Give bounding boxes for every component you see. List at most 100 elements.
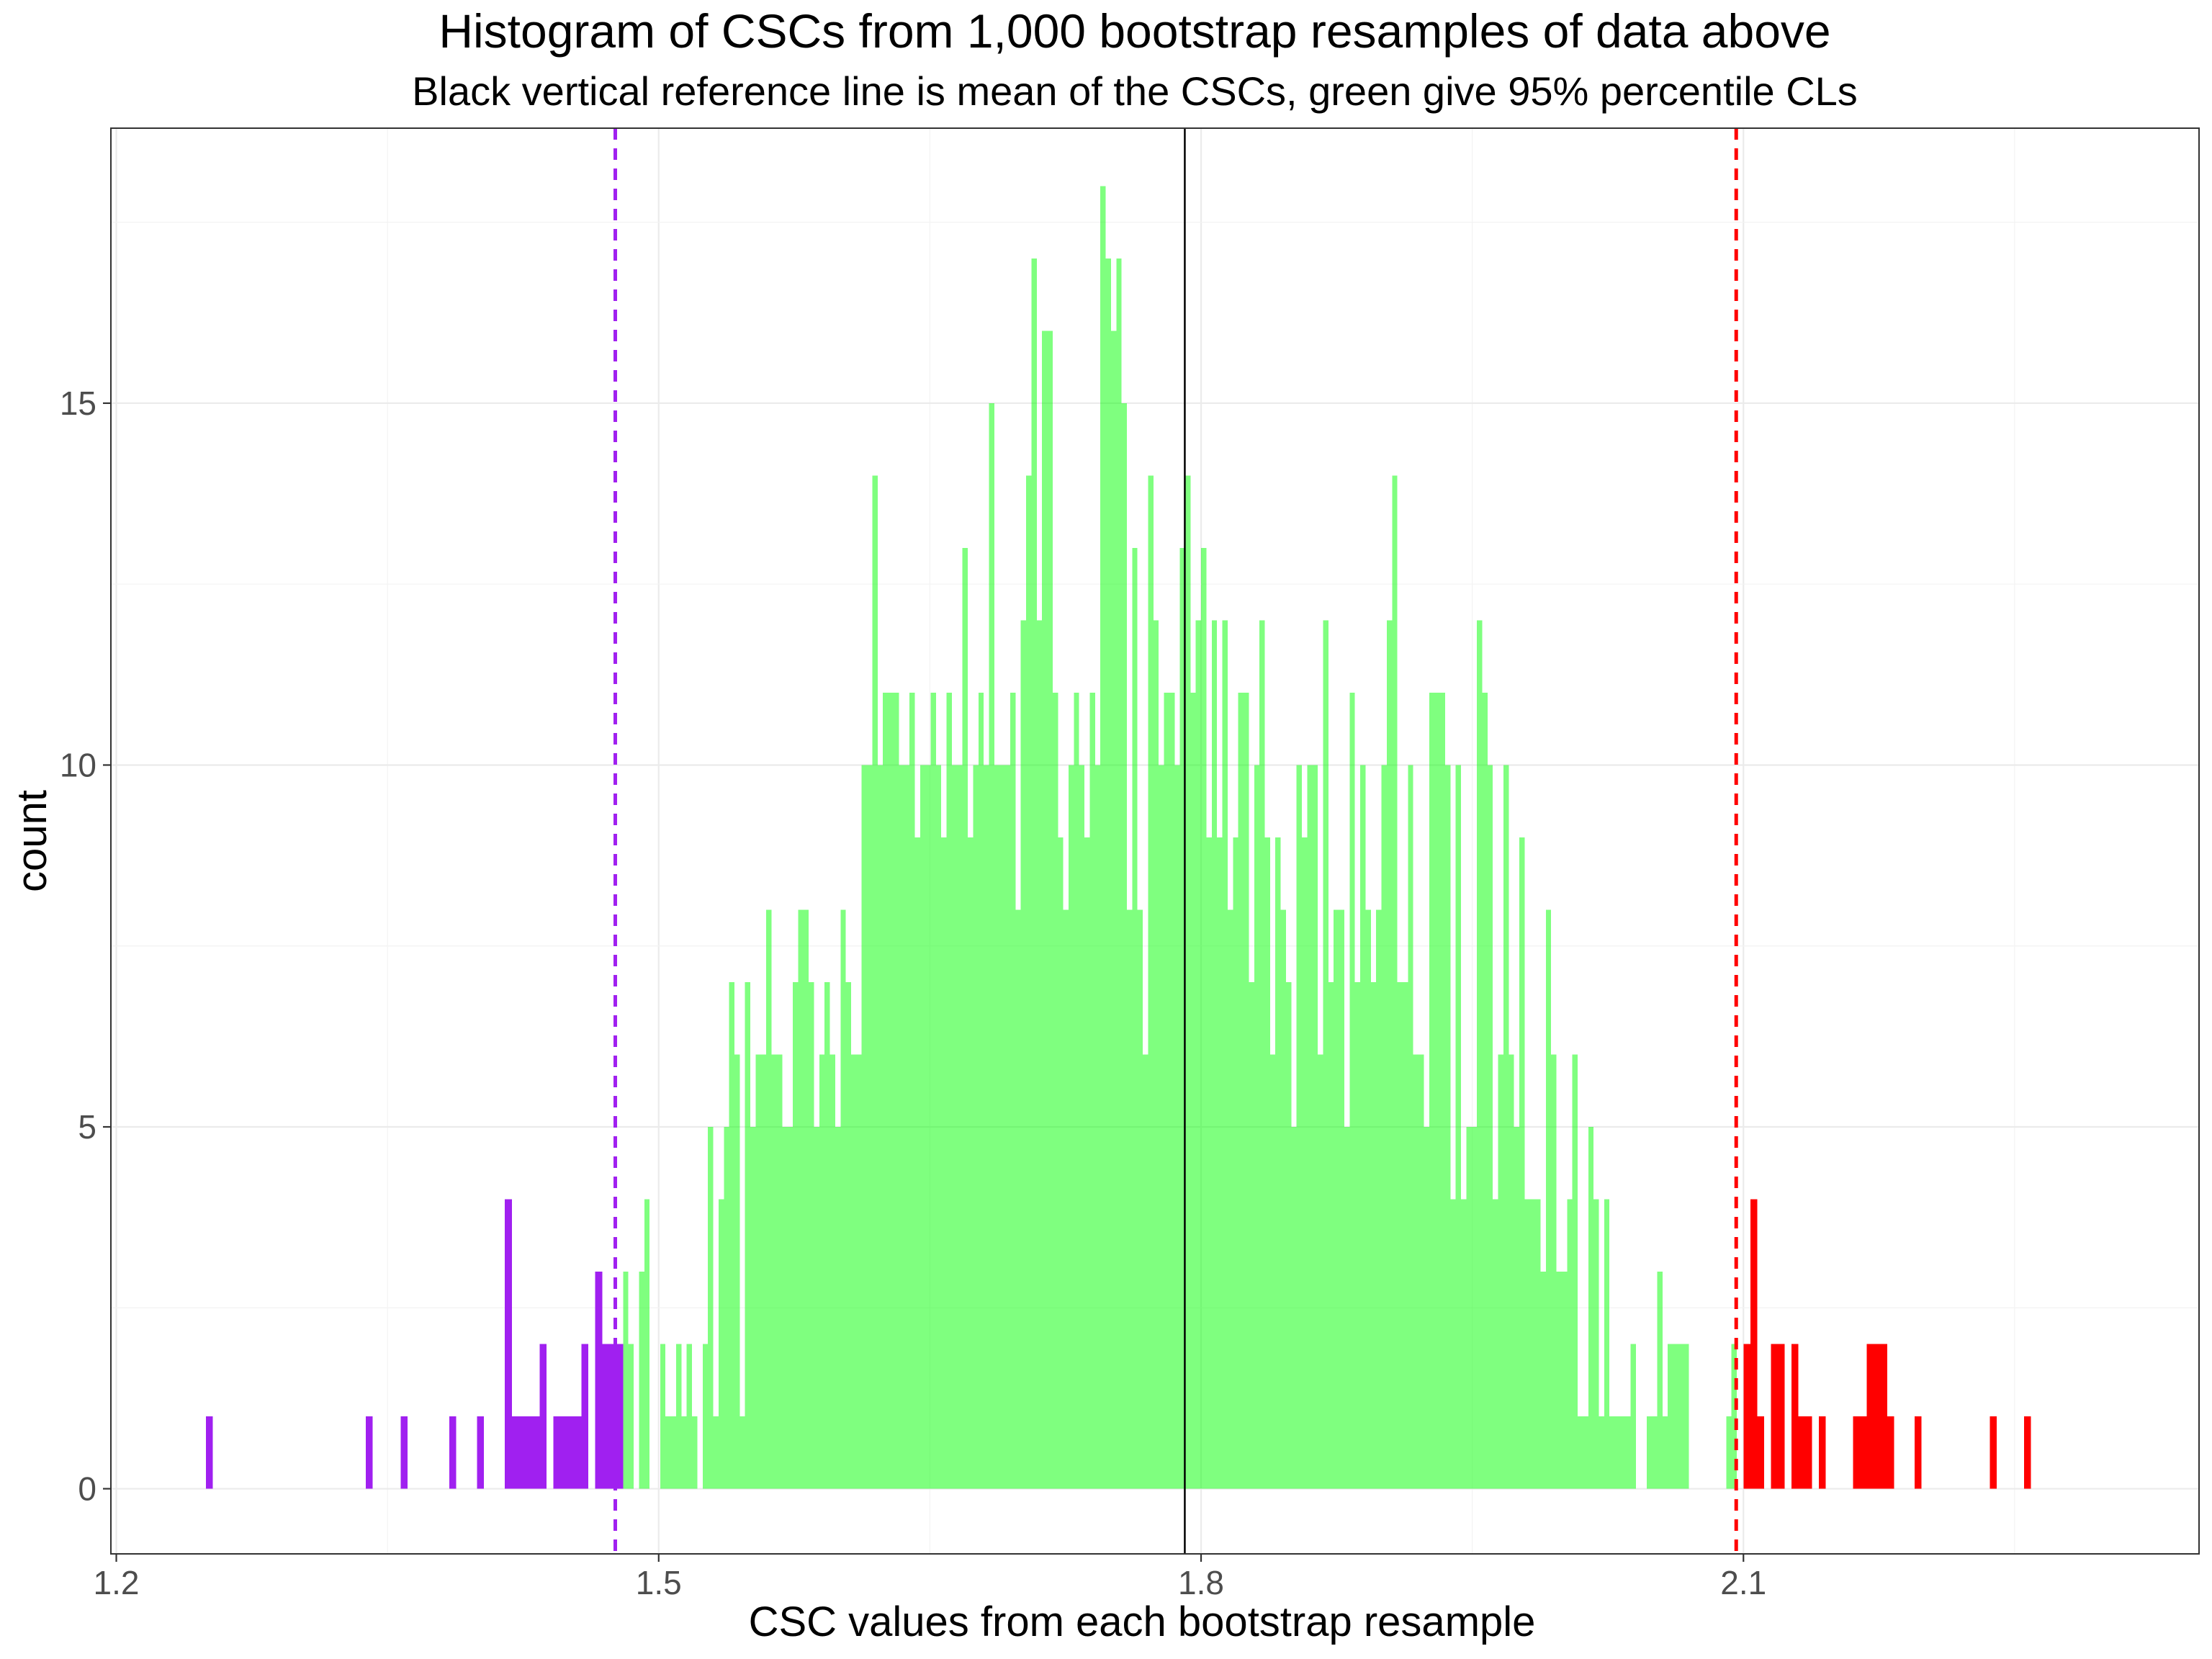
histogram-bar: [1614, 1416, 1620, 1489]
histogram-bar: [708, 1127, 714, 1489]
histogram-bar: [1503, 765, 1509, 1489]
histogram-bar: [1052, 692, 1058, 1489]
histogram-bar: [511, 1416, 519, 1489]
histogram-bar: [1174, 765, 1180, 1489]
histogram-bar: [1110, 331, 1117, 1489]
histogram-bar: [628, 1344, 634, 1489]
histogram-bar: [1264, 837, 1270, 1489]
histogram-bar: [595, 1272, 603, 1489]
histogram-bar: [1164, 692, 1169, 1489]
histogram-bar: [1397, 981, 1403, 1489]
histogram-bar: [1652, 1416, 1658, 1489]
histogram-bar: [1561, 1272, 1568, 1489]
histogram-bar: [766, 909, 772, 1489]
histogram-bar: [734, 1054, 740, 1489]
reference-lines: [613, 128, 1738, 1554]
histogram-bar: [1599, 1416, 1604, 1489]
histogram-bar: [1551, 1054, 1557, 1489]
histogram-bar: [1683, 1344, 1689, 1489]
histogram-bar: [1217, 837, 1223, 1489]
histogram-bar: [1238, 692, 1244, 1489]
histogram-bar: [449, 1416, 457, 1489]
y-tick-label: 10: [60, 746, 96, 783]
histogram-bar: [1471, 1127, 1478, 1489]
histogram-bar: [771, 1054, 777, 1489]
histogram-bar: [1206, 837, 1212, 1489]
histogram-bar: [1853, 1416, 1860, 1489]
x-tick-label: 2.1: [1720, 1564, 1766, 1601]
histogram-bar: [623, 1272, 629, 1489]
histogram-bar: [1455, 765, 1461, 1489]
histogram-bar: [1545, 909, 1552, 1489]
histogram-bar: [1604, 1199, 1610, 1489]
histogram-bar: [819, 1054, 825, 1489]
histogram-bar: [1360, 765, 1366, 1489]
histogram-bar: [1259, 620, 1265, 1489]
histogram-bar: [2023, 1416, 2031, 1489]
y-tick-label: 5: [78, 1108, 96, 1146]
histogram-bar: [616, 1344, 624, 1489]
histogram-bar: [1657, 1272, 1663, 1489]
histogram-bar: [1381, 765, 1387, 1489]
histogram-bar: [1434, 692, 1440, 1489]
histogram-bar: [1031, 258, 1037, 1489]
histogram-bar: [1914, 1416, 1922, 1489]
histogram-bar: [602, 1344, 609, 1489]
histogram-bar: [888, 692, 894, 1489]
histogram-bar: [1079, 765, 1085, 1489]
histogram-bar: [1233, 837, 1238, 1489]
histogram-bar: [1047, 331, 1053, 1489]
histogram-bar: [840, 909, 846, 1489]
x-tick-label: 1.8: [1178, 1564, 1224, 1601]
histogram-bar: [1010, 692, 1016, 1489]
x-tick-label: 1.2: [94, 1564, 140, 1601]
histogram-bar: [1296, 765, 1303, 1489]
histogram-bar: [920, 765, 926, 1489]
histogram-bar: [1588, 1127, 1594, 1489]
chart-subtitle: Black vertical reference line is mean of…: [412, 68, 1858, 114]
histogram-bar: [1777, 1344, 1785, 1489]
histogram-bar: [1159, 765, 1164, 1489]
histogram-bar: [792, 981, 799, 1489]
histogram-bar: [1312, 765, 1318, 1489]
histogram-bar: [1529, 1199, 1536, 1489]
histogram-bar: [994, 765, 1000, 1489]
histogram-bar: [1880, 1344, 1887, 1489]
histogram-bar: [1143, 1054, 1148, 1489]
histogram-bar: [1105, 258, 1111, 1489]
histogram-bar: [1132, 547, 1138, 1489]
histogram-bar: [1211, 620, 1218, 1489]
x-axis-title: CSC values from each bootstrap resample: [749, 1599, 1536, 1645]
histogram-bar: [1365, 909, 1371, 1489]
histogram-bar: [1222, 620, 1228, 1489]
histogram-bar: [978, 692, 984, 1489]
histogram-bar: [1873, 1344, 1881, 1489]
histogram-bar: [835, 1127, 841, 1489]
histogram-bar: [1419, 1054, 1424, 1489]
histogram-bar: [1068, 765, 1074, 1489]
histogram-bar: [877, 765, 884, 1489]
histogram-bar: [1285, 981, 1292, 1489]
histogram-bar: [957, 765, 963, 1489]
histogram-bar: [930, 692, 936, 1489]
histogram-bar: [665, 1416, 671, 1489]
histogram-bar: [1291, 1127, 1297, 1489]
histogram-bar: [702, 1344, 709, 1489]
histogram-bar: [553, 1416, 561, 1489]
histogram-bar: [729, 981, 734, 1489]
histogram-bar: [1668, 1344, 1673, 1489]
histogram-bar: [1731, 1344, 1737, 1489]
histogram-bar: [1535, 1199, 1541, 1489]
histogram-bar: [1493, 1199, 1498, 1489]
histogram-bar: [1392, 475, 1398, 1489]
histogram-bar: [776, 1054, 783, 1489]
histogram-bar: [787, 1127, 793, 1489]
histogram-bar: [1798, 1416, 1805, 1489]
histogram-bar: [755, 1054, 761, 1489]
histogram-bar: [1344, 1127, 1350, 1489]
histogram-bar: [1015, 909, 1021, 1489]
histogram-bar: [1004, 765, 1010, 1489]
histogram-bar: [830, 1054, 835, 1489]
histogram-bar: [1678, 1344, 1684, 1489]
histogram-bar: [1477, 620, 1483, 1489]
